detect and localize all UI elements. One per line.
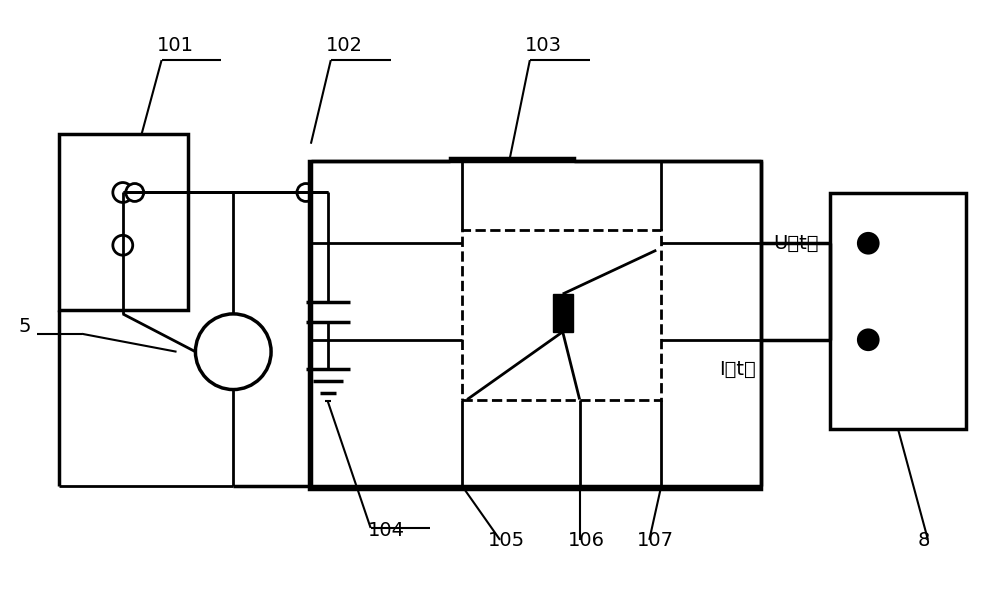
- Circle shape: [858, 330, 878, 350]
- Circle shape: [858, 233, 878, 253]
- Circle shape: [113, 183, 133, 203]
- Circle shape: [113, 235, 133, 255]
- Text: 5: 5: [18, 317, 31, 336]
- Bar: [462, 230, 661, 399]
- Text: 8: 8: [918, 531, 930, 550]
- Bar: [553, 294, 573, 332]
- Text: U（t）: U（t）: [774, 234, 819, 253]
- Circle shape: [195, 314, 271, 389]
- Bar: [59, 134, 188, 310]
- Circle shape: [297, 184, 315, 201]
- Text: 105: 105: [488, 531, 525, 550]
- Text: 103: 103: [525, 36, 562, 55]
- Text: 101: 101: [157, 36, 194, 55]
- Bar: [450, 158, 574, 177]
- Bar: [309, 161, 761, 489]
- Bar: [830, 193, 966, 429]
- Text: 102: 102: [326, 36, 363, 55]
- Text: I（t）: I（t）: [719, 360, 756, 379]
- Text: 104: 104: [368, 521, 405, 540]
- Text: 106: 106: [568, 531, 605, 550]
- Text: 107: 107: [637, 531, 674, 550]
- Circle shape: [126, 184, 144, 201]
